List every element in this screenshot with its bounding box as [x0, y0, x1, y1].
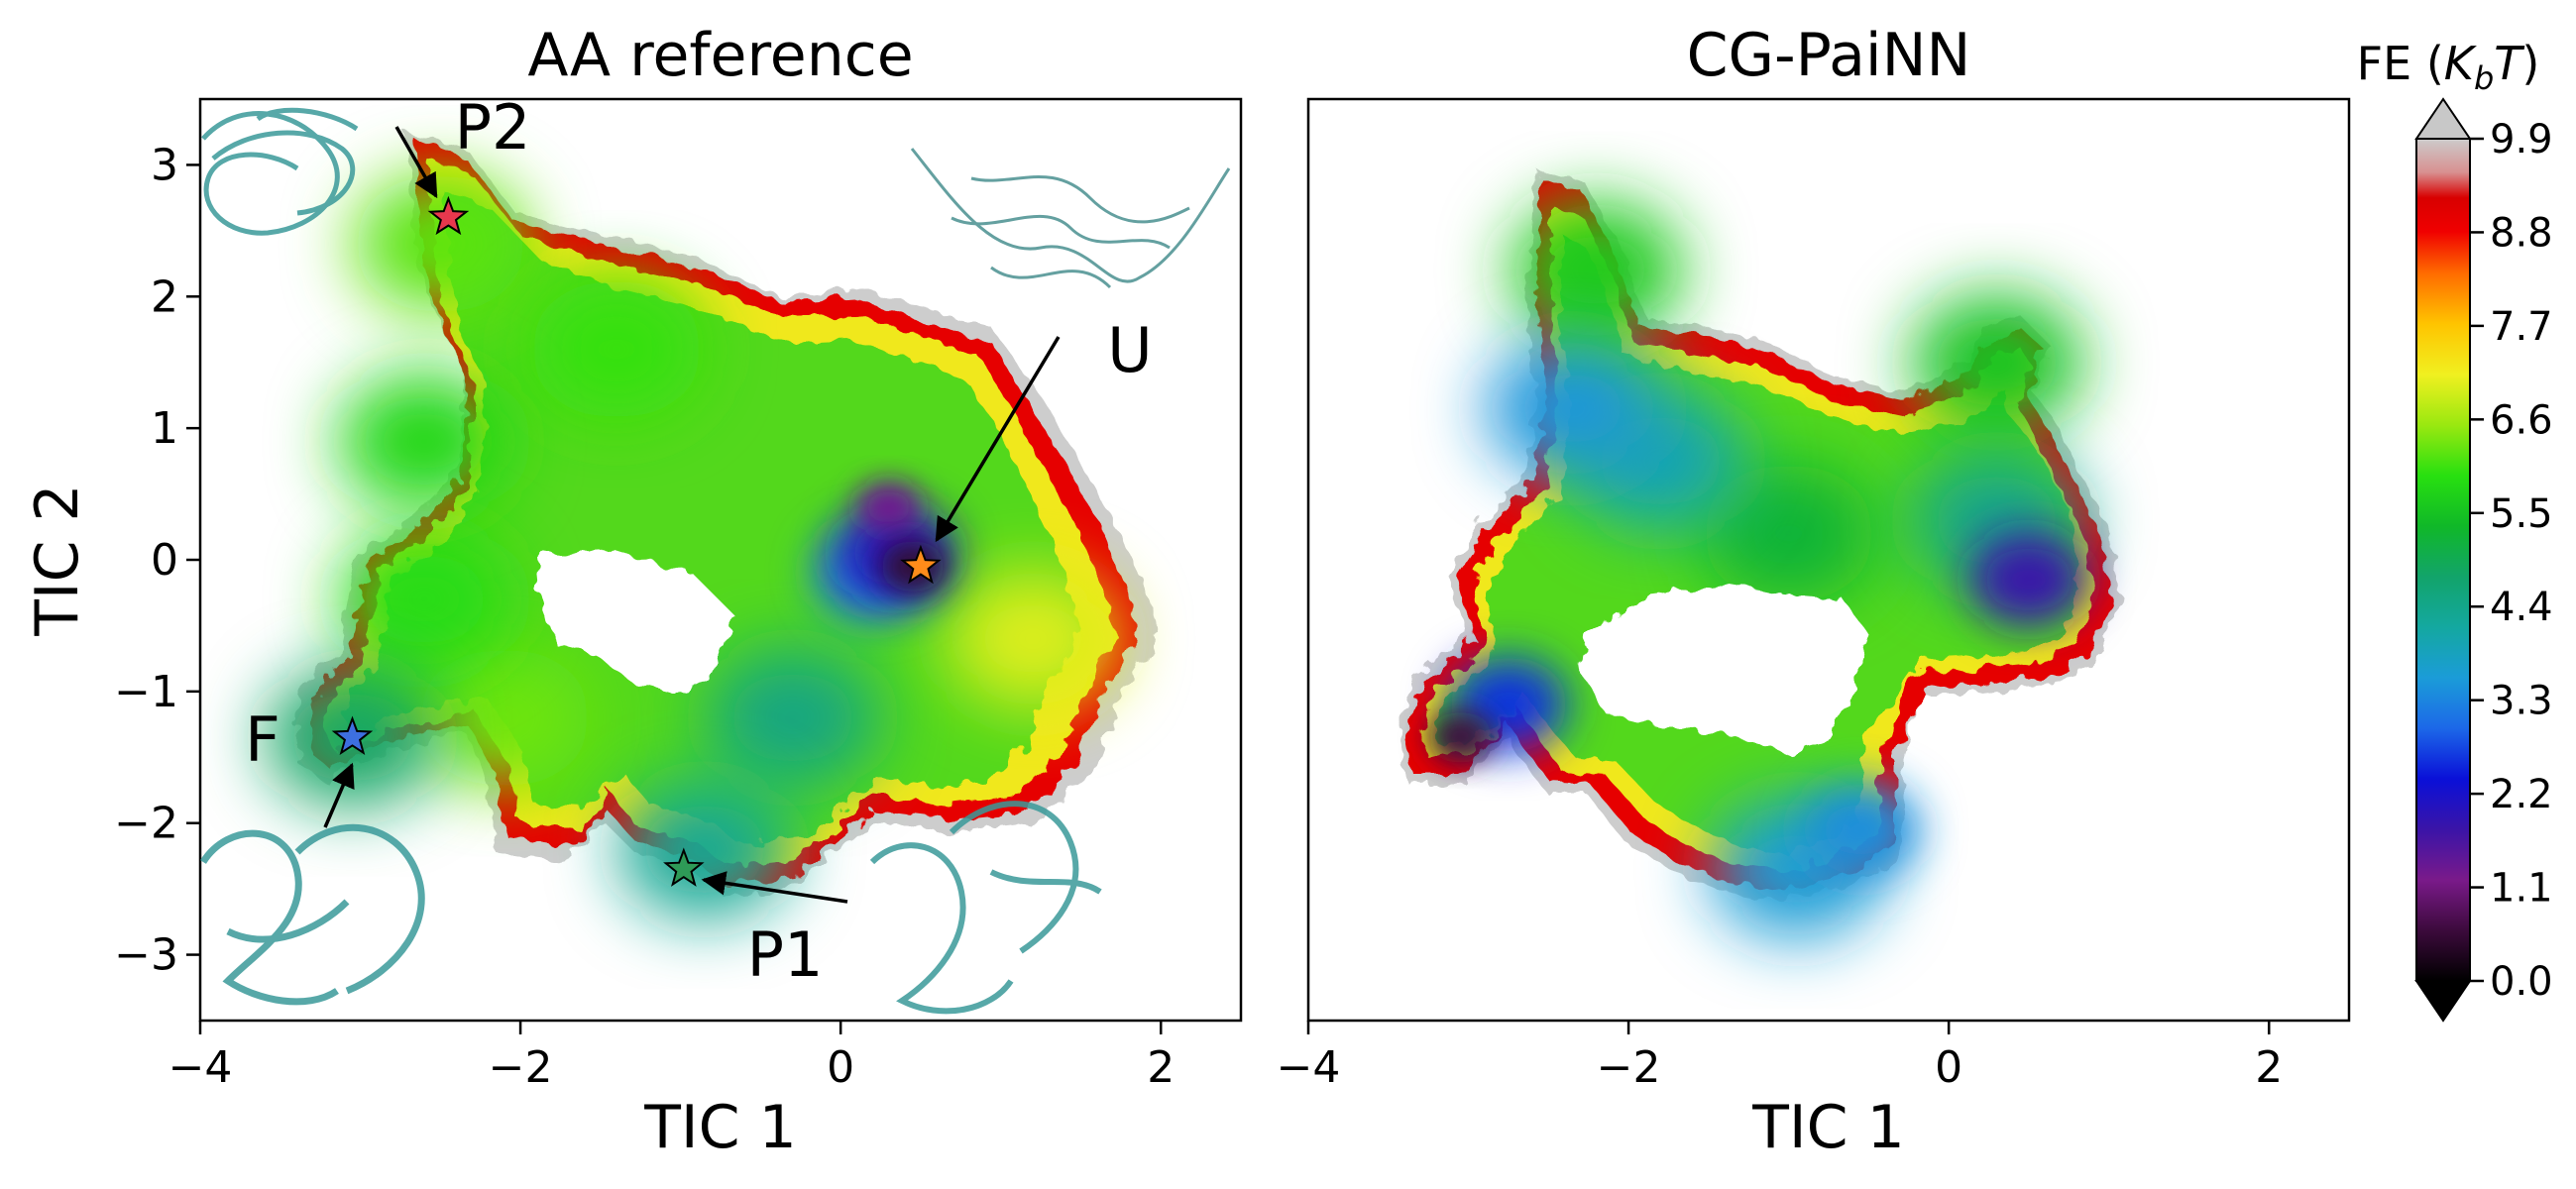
colorbar-tick-label: 9.9: [2490, 117, 2553, 162]
x-tick-label: −2: [1597, 1042, 1661, 1093]
y-tick-label: 2: [151, 271, 178, 322]
x-tick-label: −4: [1277, 1042, 1341, 1093]
colorbar-tick-label: 4.4: [2490, 585, 2553, 630]
y-tick-label: −3: [114, 930, 178, 981]
panel-title-right: CG-PaiNN: [1687, 21, 1971, 90]
ticks-right: −4 −2 0 2: [1277, 1021, 2283, 1093]
protein-structure-p1: [869, 801, 1102, 1015]
fe-basin: [1486, 339, 1660, 479]
x-axis-label-left: TIC 1: [643, 1093, 797, 1162]
fe-basin: [1510, 200, 1684, 340]
fe-basin: [337, 529, 511, 669]
ticks-left: −4 −2 0 2 −3 −2 −1 0 1 2 3: [114, 140, 1175, 1093]
annotation-arrows: [323, 126, 1061, 904]
x-tick-label: 2: [2255, 1042, 2283, 1093]
fe-basin: [337, 372, 511, 511]
hole-right: [1581, 585, 1868, 753]
y-tick-label: 3: [151, 140, 178, 190]
y-axis-label-left: TIC 2: [23, 484, 92, 637]
axes-frame-right: [1306, 97, 2351, 1023]
x-tick-label: 0: [1935, 1042, 1962, 1093]
colorbar-tick-label: 1.1: [2490, 866, 2553, 912]
x-tick-label: −2: [489, 1042, 553, 1093]
colorbar-extend-top: [2414, 97, 2472, 140]
colorbar-tick-label: 7.7: [2490, 304, 2553, 350]
colorbar-title: FE (KbT): [2357, 37, 2540, 97]
colorbar-tick-label: 0.0: [2490, 959, 2553, 1005]
state-markers: [331, 195, 942, 887]
colorbar-tick-label: 6.6: [2490, 397, 2553, 443]
protein-structure-p2: [201, 107, 359, 236]
y-tick-label: −2: [114, 799, 178, 849]
fe-basin: [617, 780, 792, 919]
fe-basin: [1968, 531, 2088, 627]
colorbar-tick-label: 3.3: [2490, 679, 2553, 724]
fe-basin: [946, 569, 1120, 708]
state-star-f: [331, 715, 374, 755]
fe-basin: [1427, 711, 1493, 764]
x-tick-label: 2: [1147, 1042, 1175, 1093]
colorbar-tick-label: 2.2: [2490, 772, 2553, 817]
state-labels: U P2 F P1: [245, 91, 1153, 991]
fe-basin: [706, 648, 880, 788]
fe-basin: [417, 648, 592, 788]
fe-basin: [1801, 782, 1921, 878]
colorbar-ticks: 0.0 1.1 2.2 3.3 4.4 5.5 6.6 7.7 8.8 9.9: [2470, 117, 2553, 1005]
colorbar: FE (KbT) 0.0 1.1 2.2 3.3 4.4 5.5 6.6 7.7 8.8 9.9: [2357, 37, 2553, 1023]
colorbar-tick-label: 8.8: [2490, 210, 2553, 256]
protein-structure-f: [200, 823, 425, 1006]
fe-basin: [1702, 464, 1876, 603]
basins-right: [1427, 200, 2088, 939]
panel-cg-painn: CG-PaiNN −4 −2 0 2 TIC 1: [1277, 21, 2351, 1162]
state-label-p1: P1: [747, 919, 824, 991]
x-axis-label-right: TIC 1: [1751, 1093, 1905, 1162]
y-tick-label: 1: [151, 403, 178, 454]
heatmap-right: [1398, 168, 2121, 939]
x-tick-label: 0: [827, 1042, 854, 1093]
colorbar-extend-bottom: [2414, 980, 2472, 1023]
state-label-u: U: [1107, 314, 1152, 386]
protein-structure-u: [910, 148, 1231, 289]
y-tick-label: 0: [151, 535, 178, 586]
y-tick-label: −1: [114, 667, 178, 717]
state-star-u: [900, 544, 942, 585]
state-star-p1: [663, 847, 705, 887]
state-label-f: F: [245, 703, 280, 776]
colorbar-tick-label: 5.5: [2490, 491, 2553, 537]
state-label-p2: P2: [455, 91, 531, 163]
panel-aa-reference: AA reference −4 −2 0 2 −3 −2 −1 0 1 2 3: [23, 21, 1243, 1162]
panel-title-left: AA reference: [527, 21, 913, 90]
colorbar-gradient: [2415, 138, 2471, 982]
fe-basin: [1910, 292, 2084, 432]
state-star-p2: [427, 195, 470, 236]
x-tick-label: −4: [168, 1042, 233, 1093]
fe-basin: [353, 174, 527, 314]
fe-basin: [856, 481, 922, 533]
heatmap-left: [265, 134, 1160, 919]
fe-basin: [529, 279, 704, 419]
basins-left: [265, 174, 1120, 919]
hole-left: [535, 550, 733, 694]
